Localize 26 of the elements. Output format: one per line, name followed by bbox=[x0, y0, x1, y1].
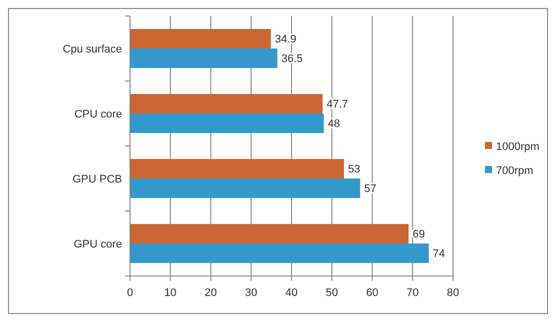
bar bbox=[130, 94, 323, 114]
y-tick-label: GPU core bbox=[74, 238, 122, 250]
y-tick-label: GPU PCB bbox=[72, 173, 122, 186]
x-tick-label: 30 bbox=[245, 287, 258, 299]
data-label: 69 bbox=[412, 228, 425, 241]
bar bbox=[130, 178, 360, 198]
bar bbox=[130, 244, 429, 263]
bar bbox=[130, 48, 278, 68]
legend-label: 1000rpm bbox=[496, 140, 540, 153]
legend-label: 700rpm bbox=[496, 164, 534, 177]
x-tick-label: 20 bbox=[204, 287, 217, 299]
x-tick-label: 10 bbox=[164, 287, 176, 299]
x-tick-label: 60 bbox=[366, 287, 378, 299]
y-tick-label: Cpu surface bbox=[62, 43, 122, 56]
bar bbox=[130, 29, 271, 48]
x-tick-label: 0 bbox=[126, 287, 134, 299]
x-tick-label: 70 bbox=[406, 287, 419, 299]
data-label: 53 bbox=[348, 164, 360, 176]
x-tick-label: 80 bbox=[446, 287, 460, 299]
data-label: 74 bbox=[432, 248, 446, 260]
bar bbox=[130, 159, 344, 178]
bar bbox=[130, 114, 324, 133]
x-tick-label: 40 bbox=[285, 287, 298, 299]
x-tick-label: 50 bbox=[326, 287, 338, 299]
bar bbox=[130, 224, 409, 244]
y-tick-label: CPU core bbox=[74, 108, 122, 120]
